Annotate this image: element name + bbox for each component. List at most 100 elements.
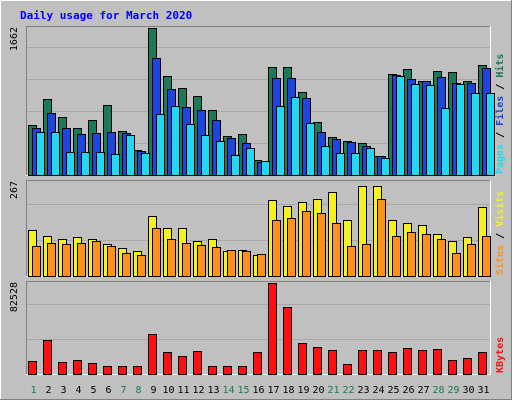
bar-kbytes-day-7 <box>118 366 127 375</box>
bar-pages-day-24 <box>381 158 390 176</box>
series-pages <box>36 76 495 176</box>
bar-kbytes-day-1 <box>28 361 37 375</box>
bar-pages-day-11 <box>186 124 195 176</box>
bar-pages-day-4 <box>81 152 90 176</box>
x-label-day-13: 13 <box>207 385 219 396</box>
x-label-day-20: 20 <box>312 385 324 396</box>
bar-pages-day-29 <box>456 84 465 176</box>
panel-kbytes: 82528 KBytes <box>9 281 506 375</box>
bar-kbytes-day-23 <box>358 350 367 375</box>
x-label-day-30: 30 <box>462 385 474 396</box>
bar-sites-day-3 <box>62 244 71 277</box>
x-label-day-27: 27 <box>417 385 429 396</box>
x-label-day-19: 19 <box>297 385 309 396</box>
bar-sites-day-6 <box>107 246 116 277</box>
bar-pages-day-27 <box>426 85 435 176</box>
bar-pages-day-13 <box>216 141 225 176</box>
x-label-day-14: 14 <box>222 385 234 396</box>
x-label-day-7: 7 <box>120 385 126 396</box>
legend-separator: / <box>495 227 506 245</box>
x-label-day-29: 29 <box>447 385 459 396</box>
x-label-day-12: 12 <box>192 385 204 396</box>
x-label-day-10: 10 <box>162 385 174 396</box>
y-max-label: 1662 <box>9 27 20 51</box>
series-kbytes <box>28 283 487 375</box>
panel-sites-visits: 267 Sites / Visits <box>9 180 506 277</box>
bar-kbytes-day-5 <box>88 363 97 375</box>
bar-sites-day-24 <box>377 199 386 277</box>
bar-pages-day-22 <box>351 153 360 176</box>
bar-pages-day-1 <box>36 132 45 176</box>
x-label-day-25: 25 <box>387 385 399 396</box>
bar-pages-day-9 <box>156 114 165 176</box>
bar-pages-day-7 <box>126 135 135 176</box>
bar-pages-day-21 <box>336 153 345 176</box>
series-sites <box>32 199 491 277</box>
bar-kbytes-day-19 <box>298 343 307 375</box>
bar-kbytes-day-17 <box>268 283 277 375</box>
y-max-label: 267 <box>9 181 20 199</box>
bar-pages-day-25 <box>396 76 405 176</box>
legend-kbytes: KBytes <box>495 337 506 373</box>
bar-pages-day-17 <box>276 106 285 176</box>
x-label-day-3: 3 <box>60 385 66 396</box>
chart-title: Daily usage for March 2020 <box>20 9 192 22</box>
bar-kbytes-day-22 <box>343 364 352 375</box>
bar-kbytes-day-28 <box>433 349 442 375</box>
bar-kbytes-day-30 <box>463 358 472 375</box>
x-label-day-8: 8 <box>135 385 141 396</box>
bar-kbytes-day-31 <box>478 352 487 375</box>
bar-kbytes-day-6 <box>103 366 112 375</box>
legend-item-kbytes: KBytes <box>495 337 506 373</box>
bar-sites-day-14 <box>227 250 236 277</box>
bar-sites-day-7 <box>122 253 131 277</box>
bar-kbytes-day-26 <box>403 348 412 375</box>
bar-pages-day-20 <box>321 146 330 176</box>
x-label-day-5: 5 <box>90 385 96 396</box>
legend-sites-visits: Sites / Visits <box>494 191 506 275</box>
x-label-day-15: 15 <box>237 385 249 396</box>
bar-sites-day-4 <box>77 243 86 277</box>
bar-kbytes-day-14 <box>223 366 232 375</box>
legend-item-pages: Pages <box>495 144 506 174</box>
bar-kbytes-day-20 <box>313 347 322 375</box>
bar-pages-day-5 <box>96 152 105 176</box>
x-label-day-11: 11 <box>177 385 189 396</box>
x-label-day-9: 9 <box>150 385 156 396</box>
x-label-day-31: 31 <box>477 385 489 396</box>
bar-sites-day-1 <box>32 246 41 277</box>
bar-kbytes-day-15 <box>238 366 247 375</box>
x-label-day-26: 26 <box>402 385 414 396</box>
bar-pages-day-31 <box>486 93 495 176</box>
bar-pages-day-19 <box>306 123 315 176</box>
bar-sites-day-28 <box>437 239 446 277</box>
bar-kbytes-day-27 <box>418 350 427 375</box>
bar-kbytes-day-11 <box>178 356 187 375</box>
bar-sites-day-25 <box>392 236 401 277</box>
x-label-day-18: 18 <box>282 385 294 396</box>
bar-kbytes-day-21 <box>328 350 337 375</box>
bar-sites-day-26 <box>407 232 416 277</box>
x-label-day-16: 16 <box>252 385 264 396</box>
bar-sites-day-10 <box>167 239 176 277</box>
x-label-day-24: 24 <box>372 385 384 396</box>
bar-pages-day-23 <box>366 148 375 176</box>
bar-pages-day-6 <box>111 154 120 176</box>
legend-item-sites: Sites <box>494 245 506 275</box>
x-label-day-28: 28 <box>432 385 444 396</box>
x-label-day-21: 21 <box>327 385 339 396</box>
bar-pages-day-28 <box>441 108 450 176</box>
bar-pages-day-16 <box>261 161 270 176</box>
bar-pages-day-12 <box>201 135 210 176</box>
bar-sites-day-19 <box>302 211 311 277</box>
bar-sites-day-29 <box>452 253 461 277</box>
x-label-day-17: 17 <box>267 385 279 396</box>
bar-kbytes-day-3 <box>58 362 67 375</box>
bar-sites-day-12 <box>197 245 206 277</box>
x-label-day-2: 2 <box>45 385 51 396</box>
bar-kbytes-day-2 <box>43 340 52 375</box>
x-label-day-1: 1 <box>30 385 36 396</box>
legend-hits-files-pages: Pages / Files / Hits <box>494 54 506 174</box>
legend-item-hits: Hits <box>494 54 506 78</box>
bar-sites-day-16 <box>257 254 266 277</box>
